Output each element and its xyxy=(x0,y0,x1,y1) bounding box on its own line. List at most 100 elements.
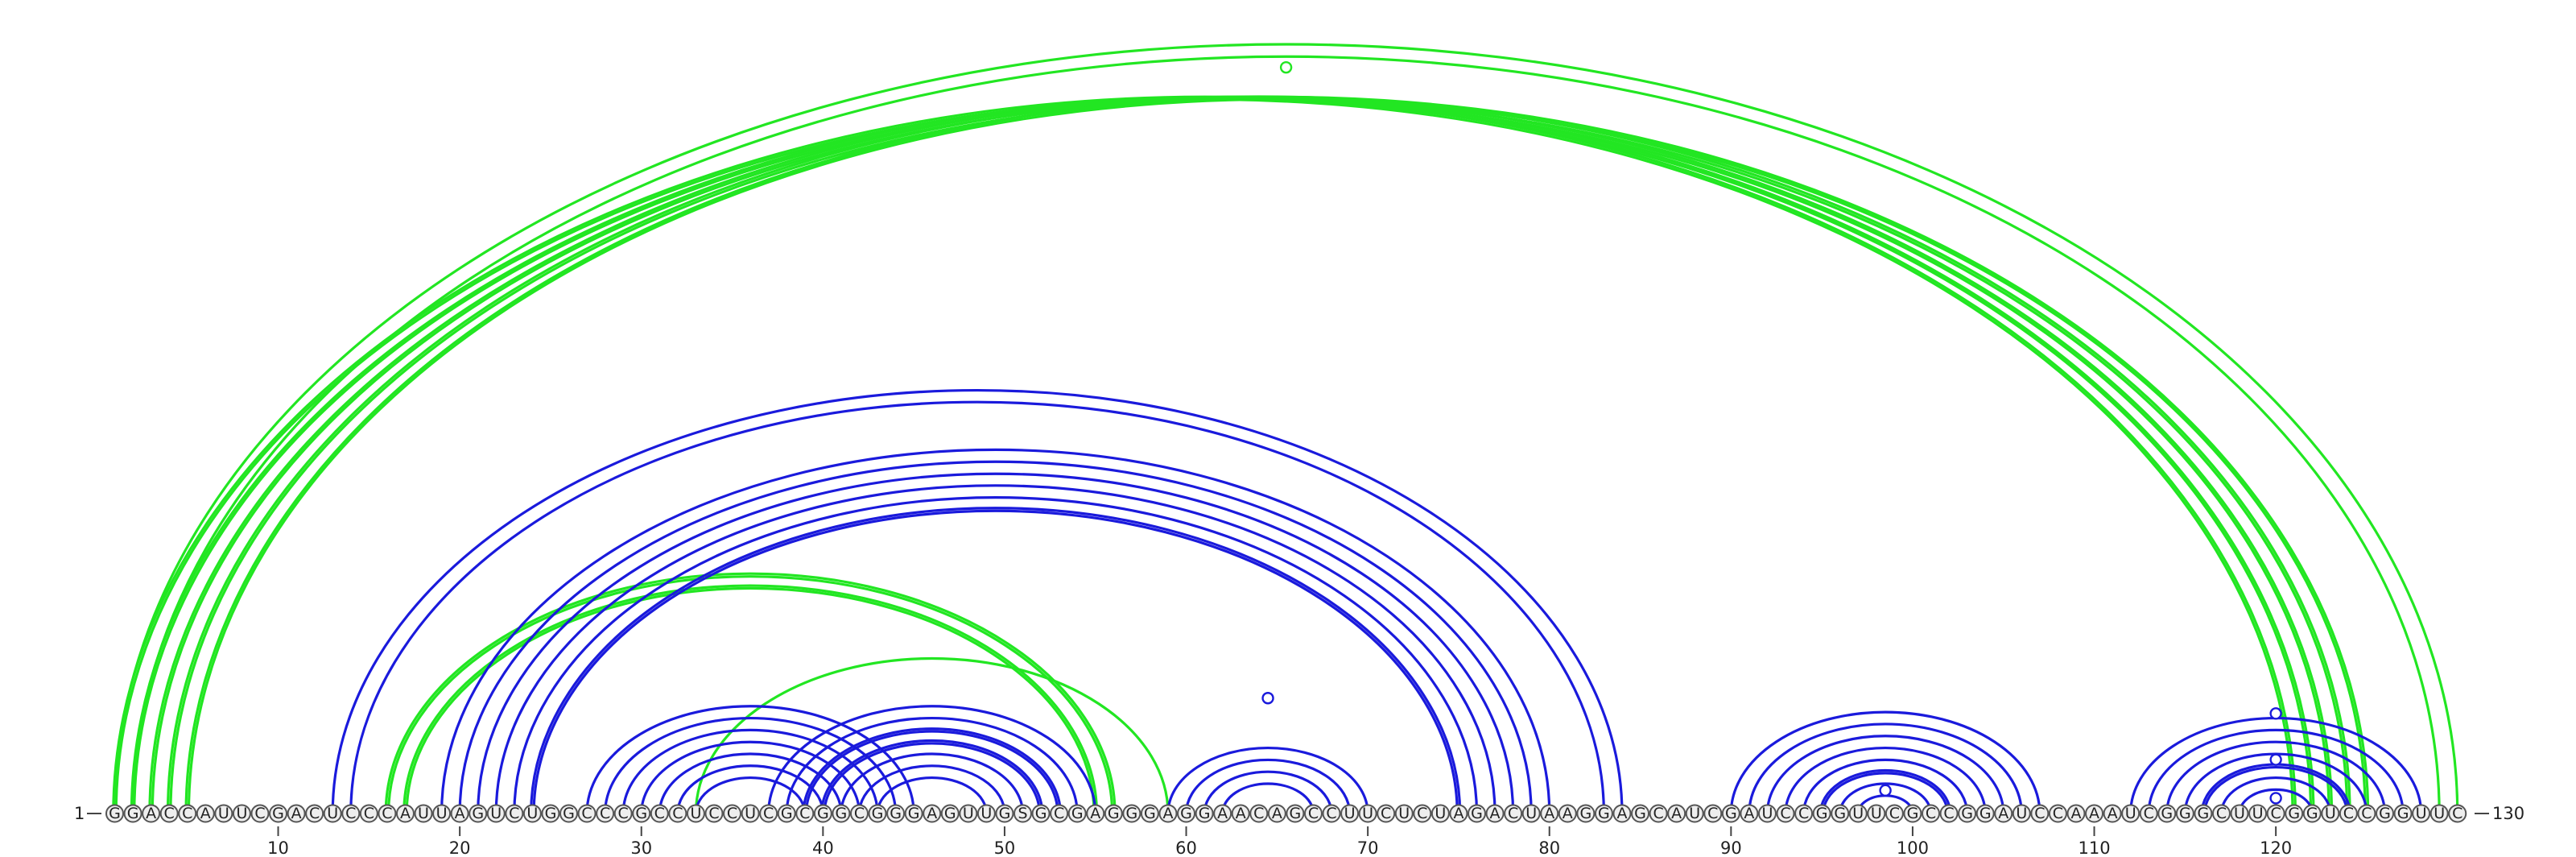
nucleotide-letter: U xyxy=(2325,805,2336,822)
nucleotide: U xyxy=(1340,804,1360,823)
tick-label: 60 xyxy=(1175,838,1197,857)
nucleotide-letter: U xyxy=(690,805,701,822)
nucleotide: U xyxy=(1358,804,1377,823)
nucleotide: U xyxy=(486,804,506,823)
structure-a-arc xyxy=(823,742,1041,815)
structure-a-arc xyxy=(2147,728,2405,815)
nucleotide: C xyxy=(1303,804,1323,823)
nucleotide: A xyxy=(450,804,469,823)
structure-a-arc xyxy=(513,496,1479,815)
tick-label: 10 xyxy=(267,838,289,857)
nucleotide: C xyxy=(1794,804,1814,823)
structure-a-arc xyxy=(1184,758,1352,815)
nucleotide: C xyxy=(2211,804,2231,823)
nucleotide-letter: C xyxy=(1417,805,1427,822)
nucleotide-letter: U xyxy=(1871,805,1882,822)
nucleotide: A xyxy=(1667,804,1686,823)
nucleotide: G xyxy=(1721,804,1740,823)
nucleotide: C xyxy=(577,804,597,823)
nucleotide: C xyxy=(668,804,687,823)
nucleotide-letter: A xyxy=(1744,805,1754,822)
nucleotide: C xyxy=(849,804,869,823)
nucleotide: C xyxy=(1885,804,1904,823)
nucleotide: U xyxy=(2412,804,2431,823)
nucleotide-letter: A xyxy=(200,805,211,822)
nucleotide: C xyxy=(378,804,397,823)
nucleotide: A xyxy=(395,804,415,823)
nucleotide-letter: G xyxy=(2397,805,2409,822)
nucleotide-letter: G xyxy=(908,805,920,822)
tick-label: 90 xyxy=(1720,838,1742,857)
nucleotide-letter: G xyxy=(1471,805,1483,822)
loop-marker xyxy=(2269,792,2282,805)
nucleotide-letter: G xyxy=(2161,805,2173,822)
structure-a-arc xyxy=(604,717,898,815)
nucleotide-letter: G xyxy=(1598,805,1610,822)
structure-b-arc xyxy=(387,574,1114,815)
structure-b-arc xyxy=(405,586,1096,815)
nucleotide-letter: G xyxy=(109,805,121,822)
structure-a-arc xyxy=(585,705,915,815)
nucleotide-letter: U xyxy=(963,805,974,822)
nucleotide-letter: C xyxy=(1054,805,1064,822)
nucleotide-letter: G xyxy=(1144,805,1156,822)
nucleotide-letter: U xyxy=(2125,805,2136,822)
nucleotide: C xyxy=(341,804,361,823)
nucleotide-letter: G xyxy=(2198,805,2210,822)
nucleotide-letter: G xyxy=(545,805,557,822)
nucleotide-letter: U xyxy=(1398,805,1410,822)
structure-a-arc xyxy=(458,460,1533,815)
nucleotide: C xyxy=(505,804,524,823)
nucleotide-letter: C xyxy=(254,805,265,822)
structure-a-arc xyxy=(694,776,807,815)
nucleotide: C xyxy=(1504,804,1523,823)
nucleotide-letter: A xyxy=(400,805,411,822)
nucleotide: C xyxy=(1249,804,1269,823)
nucleotide-letter: A xyxy=(2107,805,2118,822)
nucleotide-letter: C xyxy=(2343,805,2354,822)
nucleotide-letter: G xyxy=(127,805,139,822)
nucleotide: C xyxy=(2048,804,2067,823)
loop-markers xyxy=(1261,60,2282,805)
structure-b-arc xyxy=(184,95,2370,815)
nucleotide: G xyxy=(123,804,142,823)
nucleotide: A xyxy=(1267,804,1286,823)
nucleotide-letter: C xyxy=(1308,805,1319,822)
structure-a-arc xyxy=(785,717,1079,815)
nucleotide-letter: C xyxy=(2144,805,2154,822)
nucleotide-letter: U xyxy=(1525,805,1537,822)
nucleotide-letter: U xyxy=(1689,805,1700,822)
nucleotide-letter: G xyxy=(1108,805,1120,822)
structure-a-arc xyxy=(1784,746,1987,815)
nucleotide: U xyxy=(232,804,251,823)
nucleotide: U xyxy=(2012,804,2031,823)
tick-label: 40 xyxy=(812,838,834,857)
nucleotide: G xyxy=(1122,804,1141,823)
nucleotide: U xyxy=(1685,804,1704,823)
loop-marker xyxy=(1279,60,1293,74)
nucleotide-letter: G xyxy=(1834,805,1846,822)
nucleotide: U xyxy=(1848,804,1868,823)
nucleotide: C xyxy=(613,804,633,823)
nucleotide: G xyxy=(940,804,960,823)
nucleotide-letter: G xyxy=(836,805,848,822)
nucleotide: A xyxy=(2066,804,2086,823)
nucleotide: G xyxy=(2376,804,2394,823)
nucleotide: U xyxy=(2230,804,2249,823)
nucleotide-letter: G xyxy=(1979,805,1992,822)
nucleotide: G xyxy=(1975,804,1995,823)
structure-a-arc xyxy=(331,388,1624,815)
structure-a-arc xyxy=(857,764,1006,815)
structure-a-arc xyxy=(2219,776,2332,815)
nucleotide-letter: A xyxy=(1162,805,1173,822)
nucleotide-letter: C xyxy=(1653,805,1663,822)
nucleotide: C xyxy=(650,804,669,823)
structure-a-arc xyxy=(820,739,1044,815)
nucleotide-letter: G xyxy=(1290,805,1302,822)
nucleotide-letter: C xyxy=(382,805,392,822)
nucleotide-letter: U xyxy=(418,805,429,822)
nucleotide: C xyxy=(159,804,179,823)
nucleotide: C xyxy=(2139,804,2158,823)
nucleotide-letter: U xyxy=(236,805,247,822)
nucleotide: G xyxy=(832,804,851,823)
